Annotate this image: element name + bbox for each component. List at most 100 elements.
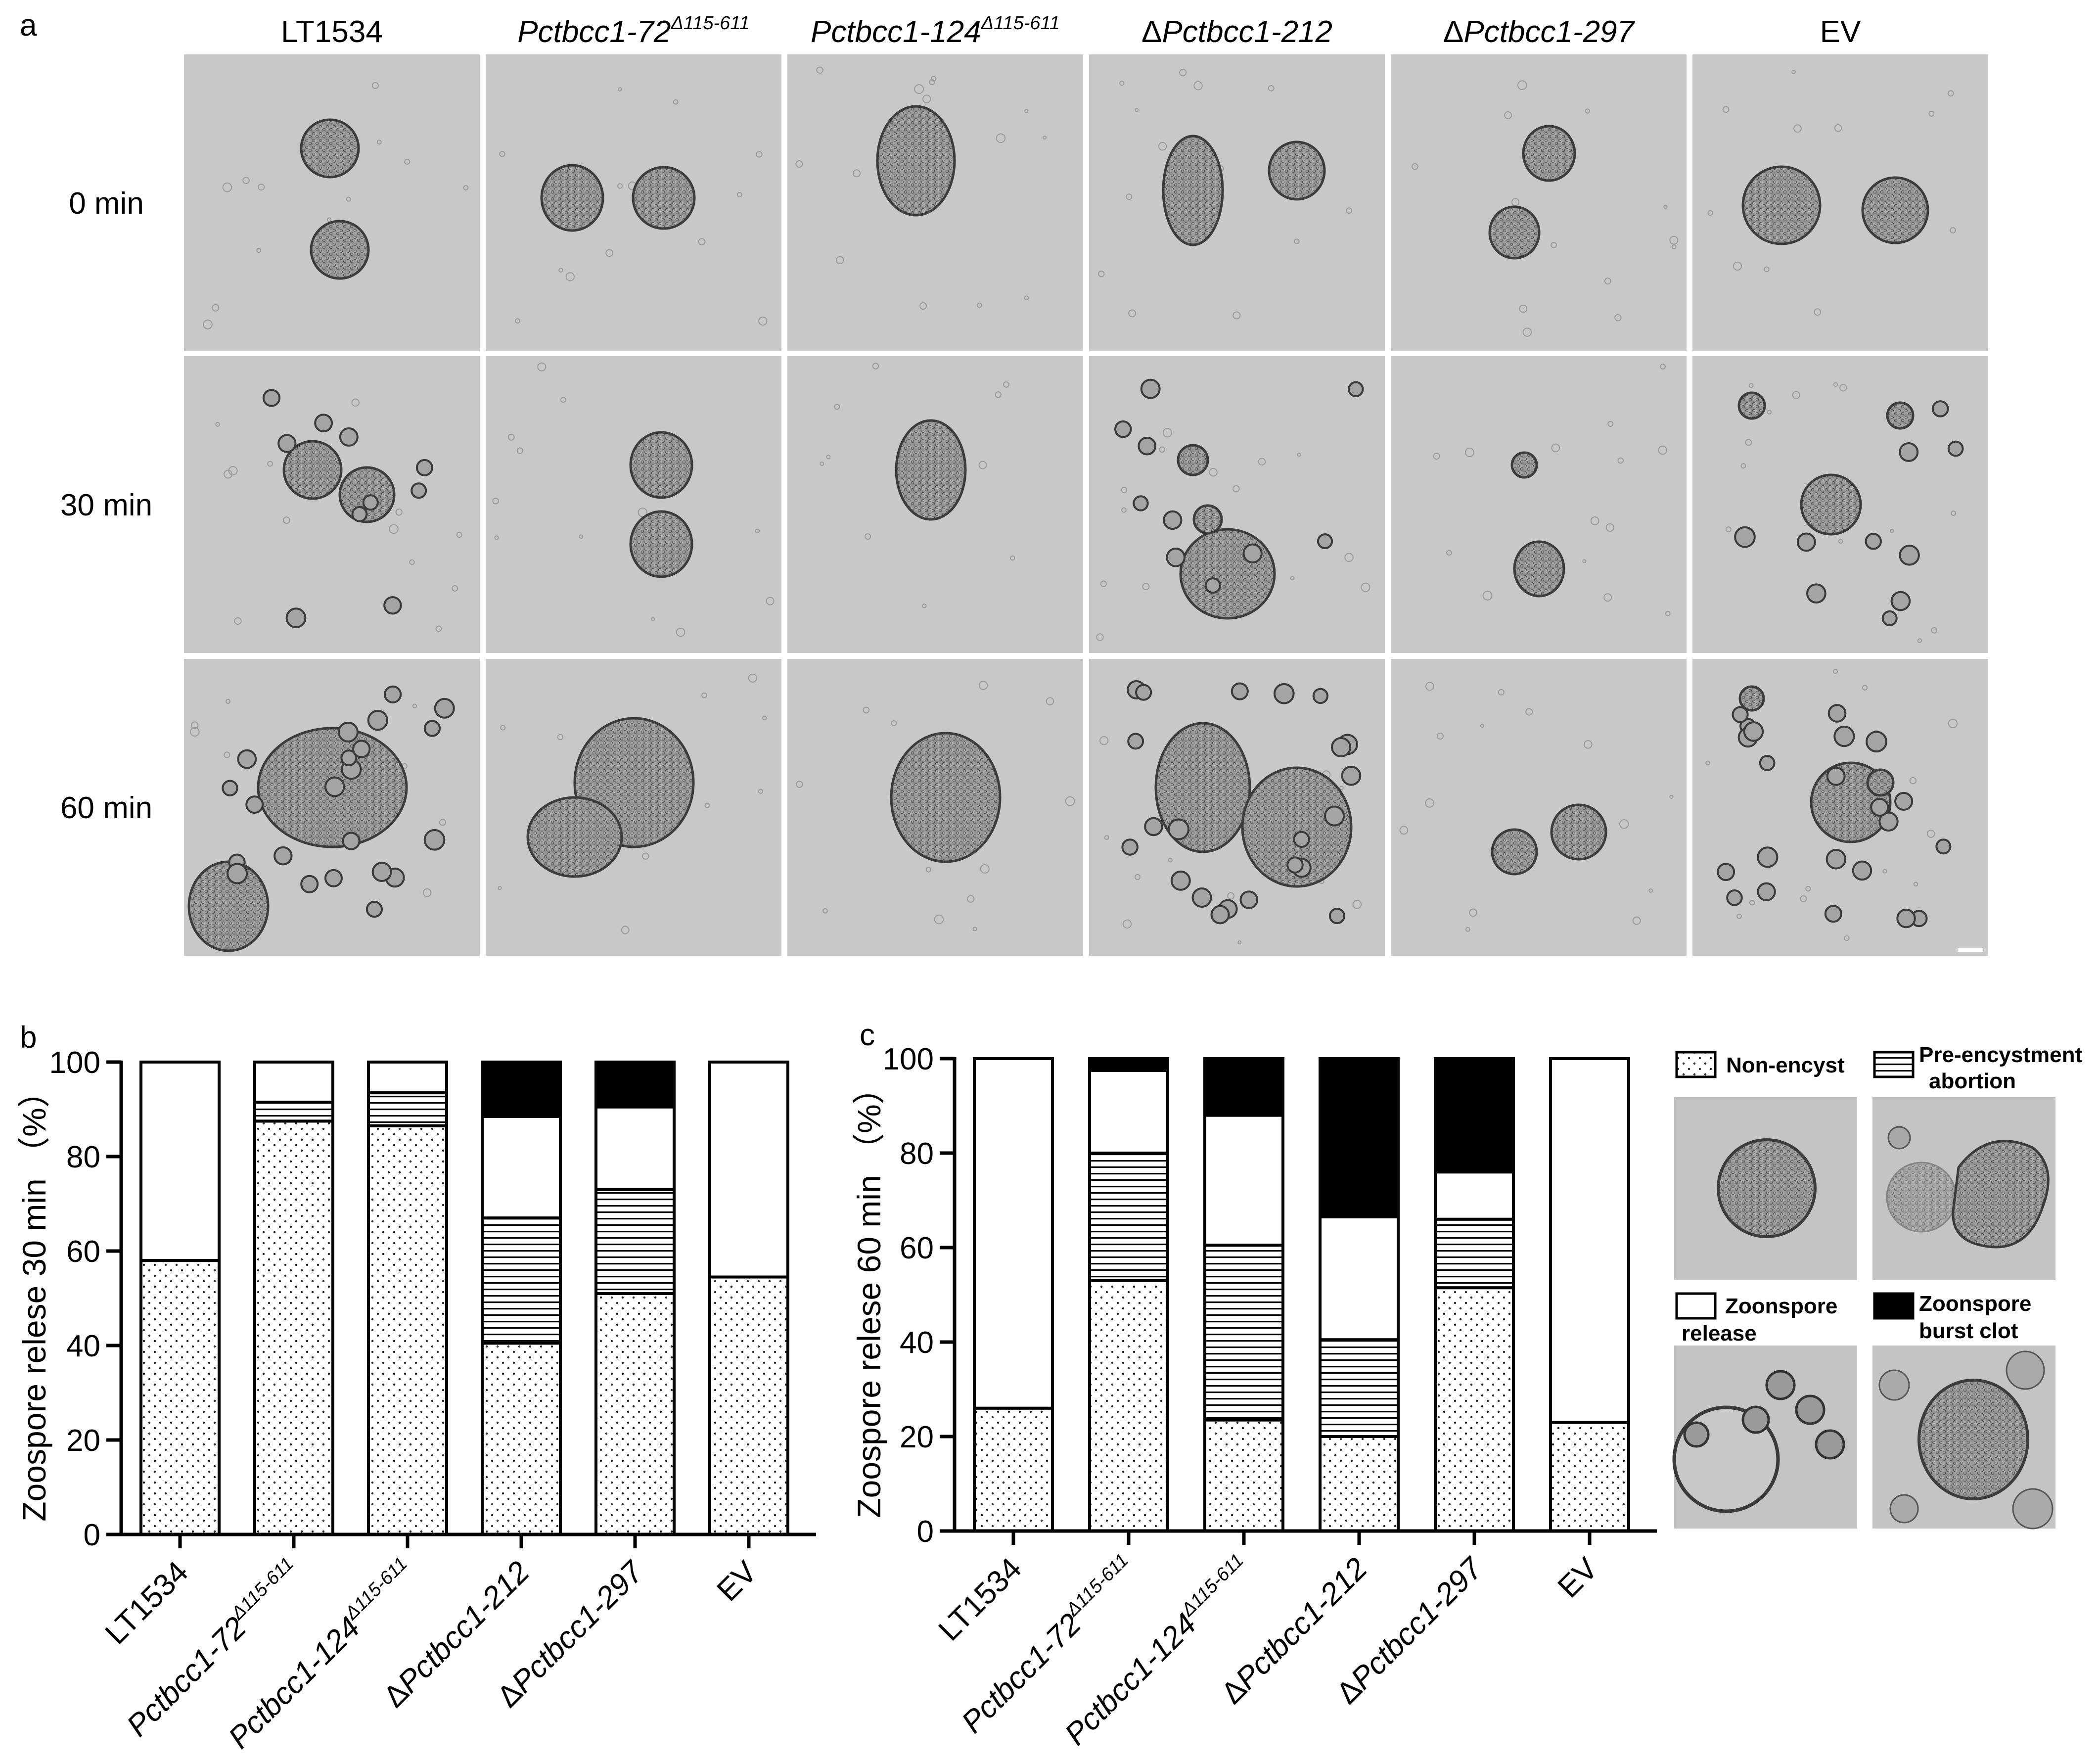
legend-label-pre-encystment-1: Pre-encystment <box>1919 1043 2082 1067</box>
chart-b-xtick-1: LT1534 <box>99 1555 195 1651</box>
micrograph-0min-5 <box>1391 54 1687 351</box>
panel-label-c: c <box>860 1018 875 1052</box>
chart-c-bar-5-non-encyst <box>1434 1286 1515 1533</box>
chart-c-bar-1-zoonspore-release <box>973 1057 1054 1410</box>
micrograph-0min-3 <box>787 54 1083 351</box>
micrograph-grid <box>184 54 1988 956</box>
legend-image-pre-encystment <box>1872 1097 2055 1280</box>
chart-c-bar-3-zoonspore-release <box>1203 1114 1284 1247</box>
chart-c-bar-6-non-encyst <box>1549 1421 1630 1533</box>
chart-c-ytick-20: 20 <box>900 1420 934 1454</box>
chart-b-ytick-60: 60 <box>66 1235 100 1269</box>
chart-b-xtick-6: EV <box>711 1555 764 1608</box>
chart-b-ytick-80: 80 <box>66 1140 100 1174</box>
legend-label-non-encyst: Non-encyst <box>1726 1053 1845 1077</box>
chart-c-bar-2-zoonspore-release <box>1088 1068 1169 1155</box>
chart-b: 020406080100LT1534Pctbcc1-72Δ115-611Pctb… <box>16 1046 816 1755</box>
column-header-4: ΔPctbcc1-212 <box>1141 15 1332 49</box>
chart-b-ytick-40: 40 <box>66 1329 100 1363</box>
micrograph-60min-6 <box>1692 659 1988 956</box>
chart-c-ytick-100: 100 <box>883 1042 934 1076</box>
column-header-6: EV <box>1820 15 1861 49</box>
chart-c-bar-3-pre-encystment-abortion <box>1203 1244 1284 1422</box>
chart-b-ytick-100: 100 <box>49 1046 100 1080</box>
micrograph-60min-3 <box>787 659 1083 956</box>
legend-label-burst-2: burst clot <box>1919 1319 2018 1343</box>
micrograph-0min-6 <box>1692 54 1988 351</box>
chart-c-ytick-60: 60 <box>900 1231 934 1265</box>
micrograph-60min-1 <box>184 659 480 956</box>
chart-b-bar-3-pre-encystment-abortion <box>367 1091 448 1127</box>
micrograph-30min-6 <box>1692 356 1988 653</box>
chart-b-bar-2-zoonspore-release <box>253 1061 334 1104</box>
chart-c-bar-2-non-encyst <box>1088 1279 1169 1533</box>
chart-b-bar-5-zoonspore-burst-clot <box>594 1061 676 1109</box>
column-headers: LT1534 Pctbcc1-72Δ115-611 Pctbcc1-124Δ115-… <box>281 13 1861 49</box>
chart-c-bar-5-pre-encystment-abortion <box>1434 1217 1515 1290</box>
row-labels: 0 min 30 min 60 min <box>60 186 152 825</box>
chart-b-y-label: Zoospore relese 30 min （%） <box>16 1075 52 1521</box>
micrograph-0min-1 <box>184 54 480 351</box>
legend-swatch-pre-encystment <box>1873 1051 1915 1078</box>
micrograph-60min-5 <box>1391 659 1687 956</box>
chart-c-xtick-6: EV <box>1552 1551 1605 1605</box>
chart-c-bar-2-pre-encystment-abortion <box>1088 1152 1169 1282</box>
legend-label-burst-1: Zoonspore <box>1919 1292 2031 1316</box>
legend-swatch-non-encyst <box>1675 1051 1717 1078</box>
column-header-5: ΔPctbcc1-297 <box>1443 15 1636 49</box>
chart-b-bar-1-zoonspore-release <box>139 1061 221 1262</box>
chart-c-xtick-1: LT1534 <box>932 1551 1028 1647</box>
chart-b-bar-4-zoonspore-release <box>481 1114 562 1220</box>
chart-b-bar-5-zoonspore-release <box>594 1105 676 1191</box>
chart-c-bar-3-zoonspore-burst-clot <box>1203 1057 1284 1117</box>
legend-image-release <box>1672 1346 1857 1529</box>
legend: Non-encyst Pre-encystment abortion Zoons… <box>1672 1043 2082 1530</box>
legend-label-pre-encystment-2: abortion <box>1929 1069 2016 1093</box>
chart-c-ytick-0: 0 <box>917 1515 934 1549</box>
micrograph-30min-1 <box>184 356 480 653</box>
legend-image-burst <box>1872 1346 2055 1530</box>
chart-c-bar-4-pre-encystment-abortion <box>1319 1338 1400 1439</box>
chart-b-bar-2-pre-encystment-abortion <box>253 1101 334 1123</box>
micrograph-0min-4 <box>1089 54 1385 351</box>
chart-c-bar-6-zoonspore-release <box>1549 1057 1630 1424</box>
row-label-1: 0 min <box>69 186 144 221</box>
micrograph-60min-2 <box>486 659 781 956</box>
chart-c-bar-2-zoonspore-burst-clot <box>1088 1057 1169 1072</box>
chart-c: 020406080100LT1534Pctbcc1-72Δ115-611Pctb… <box>851 1042 1657 1752</box>
column-header-3: Pctbcc1-124Δ115-611 <box>811 13 1060 49</box>
chart-b-bar-5-non-encyst <box>594 1292 676 1536</box>
legend-image-non-encyst <box>1674 1097 1857 1280</box>
chart-c-ytick-40: 40 <box>900 1326 934 1360</box>
chart-b-bar-4-pre-encystment-abortion <box>481 1216 562 1345</box>
chart-b-bar-3-zoonspore-release <box>367 1061 448 1095</box>
column-header-2: Pctbcc1-72Δ115-611 <box>517 13 749 49</box>
chart-c-bar-1-non-encyst <box>973 1406 1054 1532</box>
scale-bar <box>1958 948 1983 952</box>
chart-c-ytick-80: 80 <box>900 1137 934 1171</box>
row-label-3: 60 min <box>60 791 152 825</box>
legend-label-release-2: release <box>1682 1321 1757 1346</box>
chart-b-bar-6-non-encyst <box>708 1275 789 1536</box>
chart-c-bar-3-non-encyst <box>1203 1418 1284 1532</box>
panel-label-b: b <box>20 1021 37 1055</box>
column-header-1: LT1534 <box>281 15 383 49</box>
chart-b-ytick-0: 0 <box>84 1518 100 1552</box>
row-label-2: 30 min <box>60 488 152 522</box>
chart-b-bar-2-non-encyst <box>253 1119 334 1536</box>
chart-c-bar-5-zoonspore-release <box>1434 1170 1515 1221</box>
chart-b-bar-1-non-encyst <box>139 1259 221 1536</box>
chart-b-xtick-3: Pctbcc1-124Δ115-611 <box>221 1553 422 1755</box>
chart-b-bar-5-pre-encystment-abortion <box>594 1188 676 1295</box>
chart-b-bar-4-zoonspore-burst-clot <box>481 1061 562 1118</box>
micrograph-30min-4 <box>1089 356 1385 653</box>
panel-label-a: a <box>20 8 37 43</box>
chart-c-y-label: Zoospore relese 60 min （%） <box>851 1071 887 1518</box>
micrograph-30min-5 <box>1391 356 1687 653</box>
micrograph-60min-4 <box>1089 659 1385 956</box>
legend-swatch-burst <box>1873 1292 1915 1320</box>
chart-b-bar-3-non-encyst <box>367 1124 448 1536</box>
legend-swatch-release <box>1675 1292 1717 1320</box>
chart-c-bar-4-zoonspore-burst-clot <box>1319 1057 1400 1218</box>
